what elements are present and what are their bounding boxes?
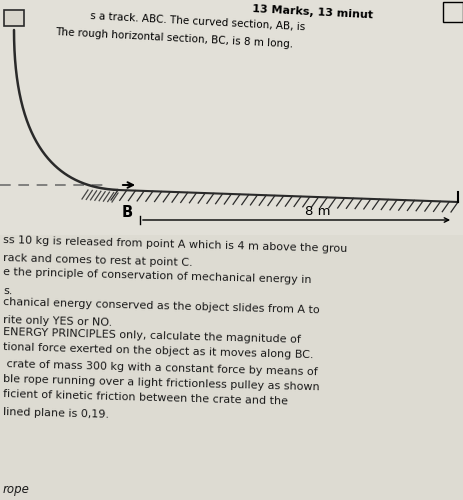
Text: s a track. ABC. The curved section, AB, is: s a track. ABC. The curved section, AB, … bbox=[90, 12, 306, 32]
Text: chanical energy conserved as the object slides from A to: chanical energy conserved as the object … bbox=[3, 297, 320, 315]
Text: ble rope running over a light frictionless pulley as shown: ble rope running over a light frictionle… bbox=[3, 374, 320, 392]
Text: ENERGY PRINCIPLES only, calculate the magnitude of: ENERGY PRINCIPLES only, calculate the ma… bbox=[3, 327, 301, 345]
Bar bbox=[4, 10, 24, 26]
Text: 13 Marks, 13 minut: 13 Marks, 13 minut bbox=[252, 4, 373, 20]
Text: The rough horizontal section, BC, is 8 m long.: The rough horizontal section, BC, is 8 m… bbox=[55, 27, 294, 49]
Text: rope: rope bbox=[3, 484, 30, 496]
Text: s.: s. bbox=[3, 286, 13, 296]
Text: ss 10 kg is released from point A which is 4 m above the grou: ss 10 kg is released from point A which … bbox=[3, 236, 347, 255]
Text: tional force exerted on the object as it moves along BC.: tional force exerted on the object as it… bbox=[3, 342, 313, 360]
Text: ficient of kinetic friction between the crate and the: ficient of kinetic friction between the … bbox=[3, 390, 288, 406]
Text: rite only YES or NO.: rite only YES or NO. bbox=[3, 314, 113, 328]
Text: rack and comes to rest at point C.: rack and comes to rest at point C. bbox=[3, 252, 193, 268]
Text: crate of mass 300 kg with a constant force by means of: crate of mass 300 kg with a constant for… bbox=[3, 359, 318, 377]
Text: e the principle of conservation of mechanical energy in: e the principle of conservation of mecha… bbox=[3, 267, 312, 285]
Text: lined plane is 0,19.: lined plane is 0,19. bbox=[3, 406, 109, 420]
Text: B: B bbox=[122, 205, 133, 220]
Text: 8 m: 8 m bbox=[305, 205, 331, 218]
Bar bbox=[443, 2, 463, 22]
Bar bbox=[0, 0, 463, 235]
